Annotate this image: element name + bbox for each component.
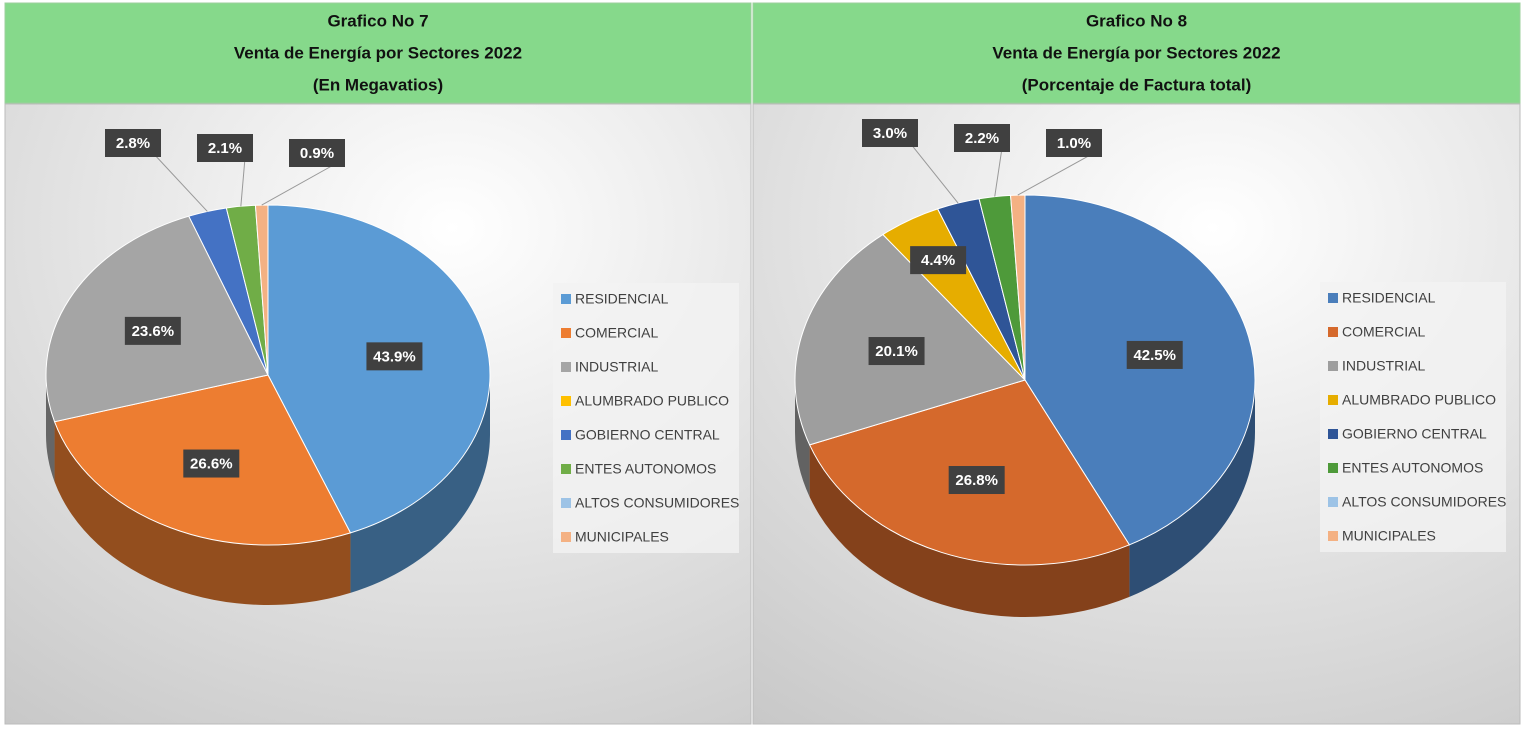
data-label-box bbox=[868, 337, 925, 366]
legend-label: ENTES AUTONOMOS bbox=[1342, 460, 1483, 476]
data-label: 4.4% bbox=[921, 252, 955, 269]
legend-swatch bbox=[1328, 497, 1338, 507]
legend-label: MUNICIPALES bbox=[575, 529, 669, 545]
legend-label: ALTOS CONSUMIDORES bbox=[575, 495, 739, 511]
data-label: 26.6% bbox=[190, 455, 233, 472]
legend bbox=[1320, 282, 1506, 552]
legend-swatch bbox=[561, 328, 571, 338]
pie-slice bbox=[1024, 194, 1256, 546]
data-label-box bbox=[1046, 129, 1102, 157]
chart-title: (En Megavatios) bbox=[313, 75, 443, 94]
data-label-box bbox=[862, 119, 918, 147]
legend-swatch bbox=[1328, 293, 1338, 303]
legend bbox=[553, 283, 739, 553]
data-label-box bbox=[366, 342, 423, 371]
pie-slice bbox=[254, 204, 269, 376]
pie-side bbox=[809, 444, 1130, 617]
pie-side bbox=[795, 380, 810, 497]
legend-swatch bbox=[1328, 395, 1338, 405]
data-label-box bbox=[124, 316, 181, 345]
legend-swatch bbox=[1328, 429, 1338, 439]
legend-swatch bbox=[561, 464, 571, 474]
legend-swatch bbox=[1328, 361, 1338, 371]
chart-title: Venta de Energía por Sectores 2022 bbox=[234, 43, 522, 62]
data-label-box bbox=[183, 449, 240, 478]
pie-side bbox=[350, 375, 490, 593]
legend-label: RESIDENCIAL bbox=[575, 291, 669, 307]
data-label-box bbox=[289, 139, 345, 167]
pie-side bbox=[54, 421, 351, 605]
data-label-box bbox=[948, 466, 1005, 495]
legend-label: COMERCIAL bbox=[575, 325, 658, 341]
data-label: 1.0% bbox=[1057, 135, 1091, 152]
legend-swatch bbox=[1328, 531, 1338, 541]
data-label-box bbox=[1126, 340, 1183, 369]
chart-title: Grafico No 8 bbox=[1086, 11, 1187, 30]
legend-swatch bbox=[561, 396, 571, 406]
legend-label: ENTES AUTONOMOS bbox=[575, 461, 716, 477]
data-label: 20.1% bbox=[875, 343, 918, 360]
data-label: 2.1% bbox=[208, 140, 242, 157]
legend-swatch bbox=[561, 294, 571, 304]
header bbox=[4, 2, 752, 104]
legend-swatch bbox=[1328, 327, 1338, 337]
legend-swatch bbox=[561, 430, 571, 440]
legend-label: MUNICIPALES bbox=[1342, 528, 1436, 544]
legend-label: INDUSTRIAL bbox=[1342, 358, 1425, 374]
legend-label: GOBIERNO CENTRAL bbox=[575, 427, 720, 443]
data-label: 23.6% bbox=[132, 323, 175, 340]
legend-label: ALUMBRADO PUBLICO bbox=[575, 393, 729, 409]
legend-swatch bbox=[561, 362, 571, 372]
legend-label: ALTOS CONSUMIDORES bbox=[1342, 494, 1506, 510]
data-label: 3.0% bbox=[873, 125, 907, 142]
legend-swatch bbox=[561, 498, 571, 508]
data-label: 43.9% bbox=[373, 348, 416, 365]
data-label-box bbox=[105, 129, 161, 157]
data-label: 2.2% bbox=[965, 130, 999, 147]
legend-label: GOBIERNO CENTRAL bbox=[1342, 426, 1487, 442]
legend-swatch bbox=[1328, 463, 1338, 473]
legend-swatch bbox=[561, 532, 571, 542]
legend-label: INDUSTRIAL bbox=[575, 359, 658, 375]
data-label-box bbox=[954, 124, 1010, 152]
legend-label: COMERCIAL bbox=[1342, 324, 1425, 340]
data-label-box bbox=[197, 134, 253, 162]
pie-side bbox=[46, 375, 55, 482]
data-label: 26.8% bbox=[955, 472, 998, 489]
legend-label: ALUMBRADO PUBLICO bbox=[1342, 392, 1496, 408]
chart-title: Grafico No 7 bbox=[327, 11, 428, 30]
data-label: 2.8% bbox=[116, 135, 150, 152]
header bbox=[752, 2, 1521, 104]
pie-side bbox=[1129, 380, 1255, 597]
chart-title: Venta de Energía por Sectores 2022 bbox=[992, 43, 1280, 62]
data-label: 42.5% bbox=[1133, 347, 1176, 364]
legend-label: RESIDENCIAL bbox=[1342, 290, 1436, 306]
data-label: 0.9% bbox=[300, 145, 334, 162]
data-label-box bbox=[910, 246, 967, 275]
chart-title: (Porcentaje de Factura total) bbox=[1022, 75, 1252, 94]
